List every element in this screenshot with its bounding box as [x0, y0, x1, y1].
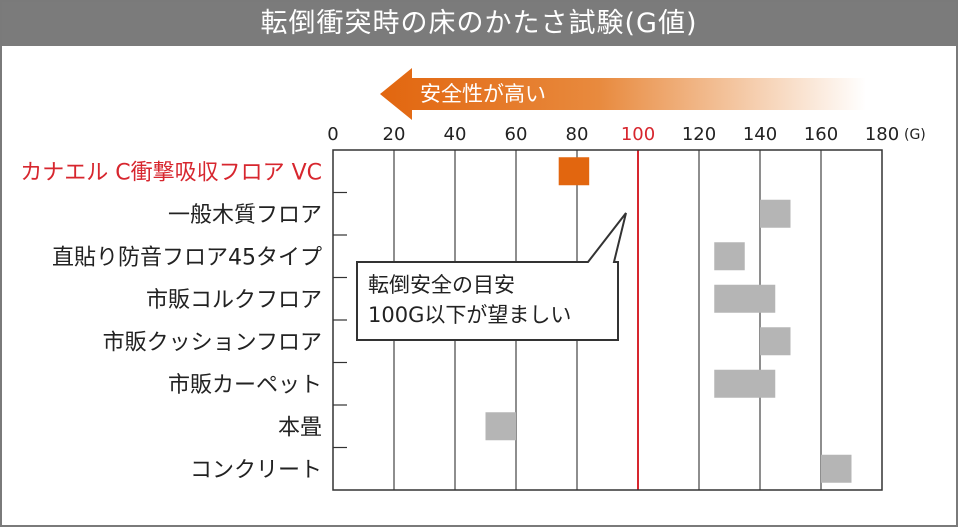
- callout-line-2: 100G以下が望ましい: [368, 303, 571, 327]
- safety-arrow: 安全性が高い: [380, 68, 866, 120]
- bar-6: [485, 412, 516, 441]
- callout-box: [356, 212, 627, 341]
- x-tick-label-40: 40: [444, 124, 467, 145]
- threshold-callout: 転倒安全の目安 100G以下が望ましい: [356, 212, 627, 341]
- category-label-6: 本畳: [278, 415, 322, 440]
- bar-7: [821, 454, 852, 483]
- x-tick-label-100: 100: [621, 124, 655, 145]
- bar-2: [714, 242, 745, 271]
- x-tick-label-160: 160: [804, 124, 838, 145]
- x-unit-label: (G): [904, 127, 926, 143]
- category-label-0: カナエル C衝撃吸収フロア VC: [20, 160, 322, 185]
- bar-4: [760, 327, 791, 356]
- x-tick-label-60: 60: [505, 124, 528, 145]
- bar-3: [714, 284, 776, 313]
- x-tick-label-20: 20: [383, 124, 406, 145]
- category-label-3: 市販コルクフロア: [146, 288, 322, 313]
- bar-0: [558, 157, 590, 186]
- category-label-7: コンクリート: [190, 458, 322, 483]
- category-label-4: 市販クッションフロア: [103, 330, 322, 355]
- category-label-5: 市販カーペット: [168, 373, 322, 398]
- x-tick-label-120: 120: [682, 124, 716, 145]
- callout-line-1: 転倒安全の目安: [368, 273, 515, 297]
- bar-5: [714, 369, 776, 398]
- chart-title: 転倒衝突時の床のかたさ試験(G値): [2, 2, 956, 46]
- bar-1: [760, 199, 791, 228]
- safety-arrow-shape: [380, 68, 866, 120]
- x-tick-label-0: 0: [327, 124, 338, 145]
- x-tick-label-180: 180: [865, 124, 899, 145]
- safety-arrow-label: 安全性が高い: [420, 82, 546, 106]
- category-label-2: 直貼り防音フロア45タイプ: [52, 245, 322, 270]
- x-tick-label-140: 140: [743, 124, 777, 145]
- category-label-1: 一般木質フロア: [168, 203, 322, 228]
- x-tick-label-80: 80: [566, 124, 589, 145]
